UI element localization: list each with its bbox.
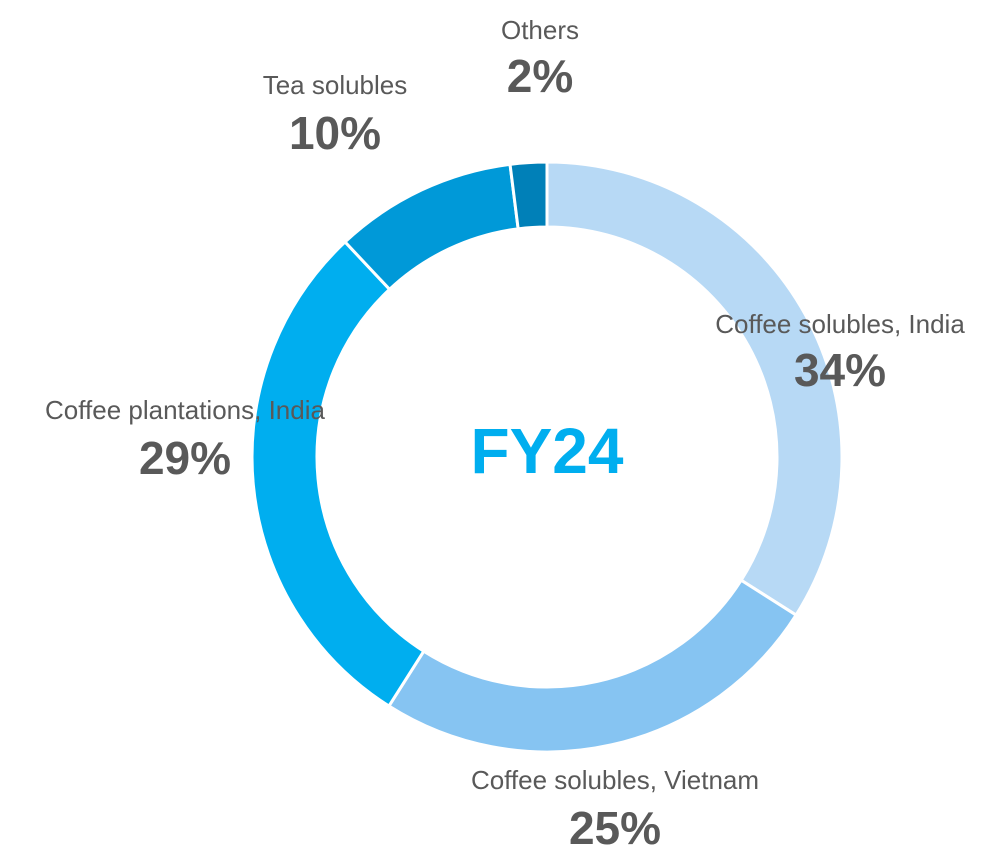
donut-segment xyxy=(545,160,844,618)
segment-value: 10% xyxy=(289,107,381,159)
segment-name: Coffee solubles, India xyxy=(715,309,965,339)
donut-segment xyxy=(342,162,520,292)
segment-name: Others xyxy=(501,15,579,45)
segment-value: 34% xyxy=(794,344,886,396)
segment-value: 2% xyxy=(507,50,573,102)
donut-segment xyxy=(386,578,799,754)
segment-name: Tea solubles xyxy=(263,70,408,100)
center-label: FY24 xyxy=(471,415,624,487)
donut-segment xyxy=(508,160,549,231)
segment-name: Coffee solubles, Vietnam xyxy=(471,765,759,795)
donut-segment xyxy=(250,239,426,709)
segment-value: 25% xyxy=(569,802,661,854)
segment-name: Coffee plantations, India xyxy=(45,395,325,425)
segment-value: 29% xyxy=(139,432,231,484)
